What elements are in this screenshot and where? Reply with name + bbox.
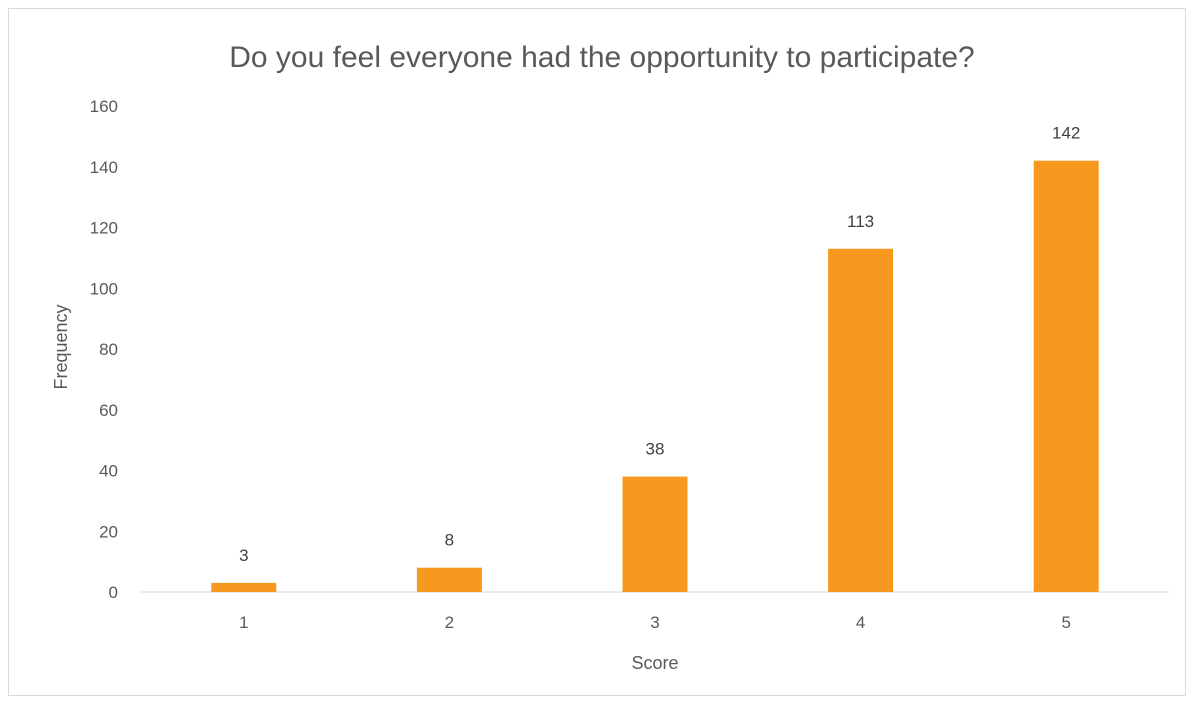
y-tick-label: 80	[99, 340, 118, 359]
bar-data-label: 8	[445, 531, 454, 550]
x-tick-label: 1	[239, 613, 248, 632]
bar	[416, 567, 482, 592]
x-axis-label: Score	[631, 653, 678, 673]
chart-title: Do you feel everyone had the opportunity…	[229, 41, 975, 74]
bar-data-label: 3	[239, 546, 248, 565]
bar	[211, 582, 277, 592]
y-tick-label: 140	[90, 158, 118, 177]
bar	[828, 248, 894, 592]
x-tick-label: 4	[856, 613, 865, 632]
y-axis-ticks: 0 20 40 60 80 100 120 140 160	[90, 97, 118, 602]
x-axis-ticks: 1 2 3 4 5	[239, 613, 1071, 632]
y-tick-label: 0	[109, 583, 118, 602]
x-tick-label: 2	[445, 613, 454, 632]
chart-container	[8, 8, 1186, 696]
y-tick-label: 100	[90, 279, 118, 298]
x-tick-label: 3	[650, 613, 659, 632]
y-tick-label: 60	[99, 401, 118, 420]
y-tick-label: 20	[99, 522, 118, 541]
y-axis-label: Frequency	[51, 304, 71, 389]
bar-data-label: 113	[847, 212, 874, 231]
bar	[1033, 160, 1099, 593]
y-tick-label: 160	[90, 97, 118, 116]
x-tick-label: 5	[1061, 613, 1070, 632]
bar-data-label: 38	[646, 440, 665, 459]
bar	[622, 476, 688, 592]
y-tick-label: 120	[90, 219, 118, 238]
y-tick-label: 40	[99, 462, 118, 481]
bar-data-label: 142	[1052, 124, 1080, 143]
